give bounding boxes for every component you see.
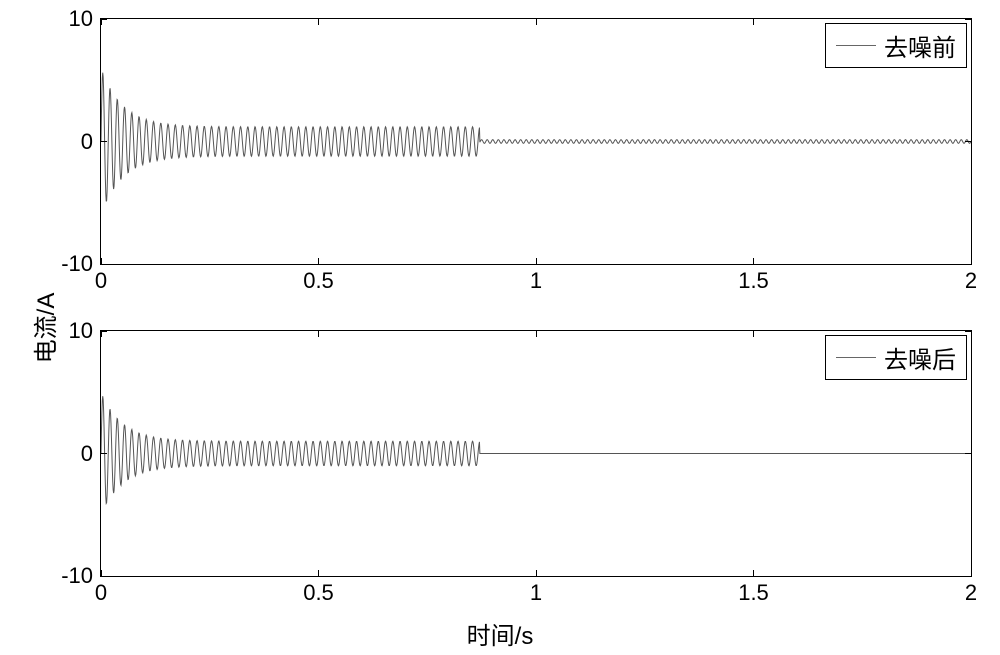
x-tick xyxy=(318,258,319,264)
subplot-bottom: 去噪后 -1001000.511.52 xyxy=(100,330,972,577)
y-tick-label: -10 xyxy=(61,563,93,589)
legend-top: 去噪前 xyxy=(825,23,967,68)
x-tick xyxy=(536,570,537,576)
x-tick xyxy=(101,331,102,337)
y-tick xyxy=(101,141,107,142)
x-tick-label: 2 xyxy=(965,580,977,606)
x-tick xyxy=(971,570,972,576)
y-tick xyxy=(101,576,107,577)
y-tick xyxy=(101,19,107,20)
x-tick-label: 0 xyxy=(95,580,107,606)
x-tick xyxy=(753,331,754,337)
x-tick xyxy=(101,258,102,264)
x-tick xyxy=(318,331,319,337)
x-tick xyxy=(536,258,537,264)
y-tick-label: 0 xyxy=(81,441,93,467)
x-tick xyxy=(753,570,754,576)
y-tick xyxy=(101,453,107,454)
x-tick-label: 1 xyxy=(530,268,542,294)
y-tick-label: -10 xyxy=(61,251,93,277)
x-tick-label: 2 xyxy=(965,268,977,294)
legend-label-top: 去噪前 xyxy=(884,28,956,63)
x-tick xyxy=(101,19,102,25)
x-tick xyxy=(753,258,754,264)
x-tick xyxy=(101,570,102,576)
x-axis-label: 时间/s xyxy=(467,616,534,651)
x-tick xyxy=(971,258,972,264)
y-tick-label: 10 xyxy=(69,318,93,344)
x-tick xyxy=(971,19,972,25)
y-tick-label: 0 xyxy=(81,129,93,155)
y-tick xyxy=(965,141,971,142)
y-tick xyxy=(101,331,107,332)
x-tick xyxy=(753,19,754,25)
legend-bottom: 去噪后 xyxy=(825,335,967,380)
figure: 电流/A 去噪前 -1001000.511.52 去噪后 -1001000.51… xyxy=(0,0,1000,655)
x-tick-label: 1 xyxy=(530,580,542,606)
y-tick-label: 10 xyxy=(69,6,93,32)
x-tick-label: 0.5 xyxy=(303,580,334,606)
y-axis-label: 电流/A xyxy=(26,292,61,363)
legend-line-icon xyxy=(836,357,876,358)
x-tick-label: 0 xyxy=(95,268,107,294)
y-tick xyxy=(965,453,971,454)
x-tick xyxy=(536,19,537,25)
x-tick xyxy=(318,570,319,576)
y-tick xyxy=(101,264,107,265)
x-tick xyxy=(318,19,319,25)
legend-line-icon xyxy=(836,45,876,46)
x-tick-label: 1.5 xyxy=(738,268,769,294)
x-tick-label: 0.5 xyxy=(303,268,334,294)
x-tick xyxy=(971,331,972,337)
legend-label-bottom: 去噪后 xyxy=(884,340,956,375)
subplot-top: 去噪前 -1001000.511.52 xyxy=(100,18,972,265)
x-tick-label: 1.5 xyxy=(738,580,769,606)
x-tick xyxy=(536,331,537,337)
